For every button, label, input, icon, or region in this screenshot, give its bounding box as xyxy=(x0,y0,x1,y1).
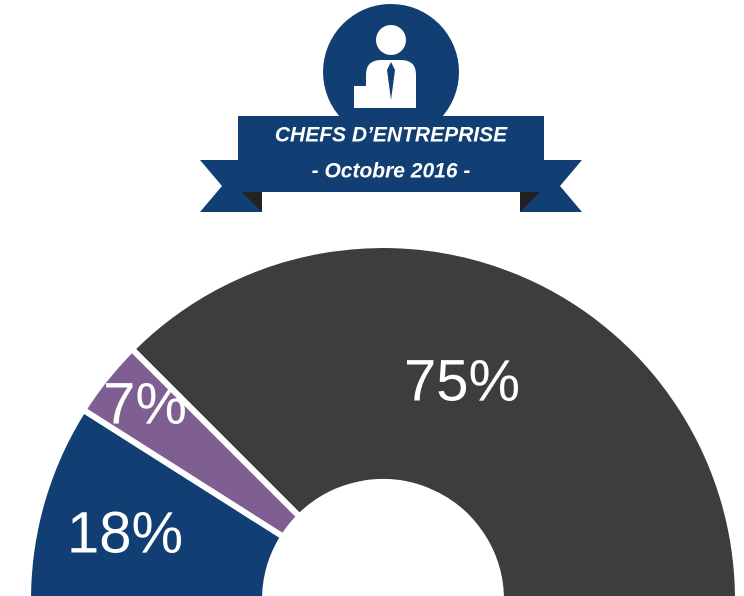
ribbon-fold xyxy=(240,190,262,212)
slice xyxy=(127,242,741,596)
tie xyxy=(387,62,395,100)
value-label: 18% xyxy=(67,500,183,565)
plot: 18%7% 75% xyxy=(25,242,741,596)
slice xyxy=(25,405,288,596)
badge: CHEFS D’ENTREPRISE - Octobre 2016 - xyxy=(200,4,582,212)
subtitle: - Octobre 2016 - xyxy=(312,160,471,183)
title: CHEFS D’ENTREPRISE xyxy=(275,124,508,147)
value-label: 75% xyxy=(404,348,520,413)
ribbon xyxy=(238,116,544,192)
ribbon-fold xyxy=(520,190,542,212)
